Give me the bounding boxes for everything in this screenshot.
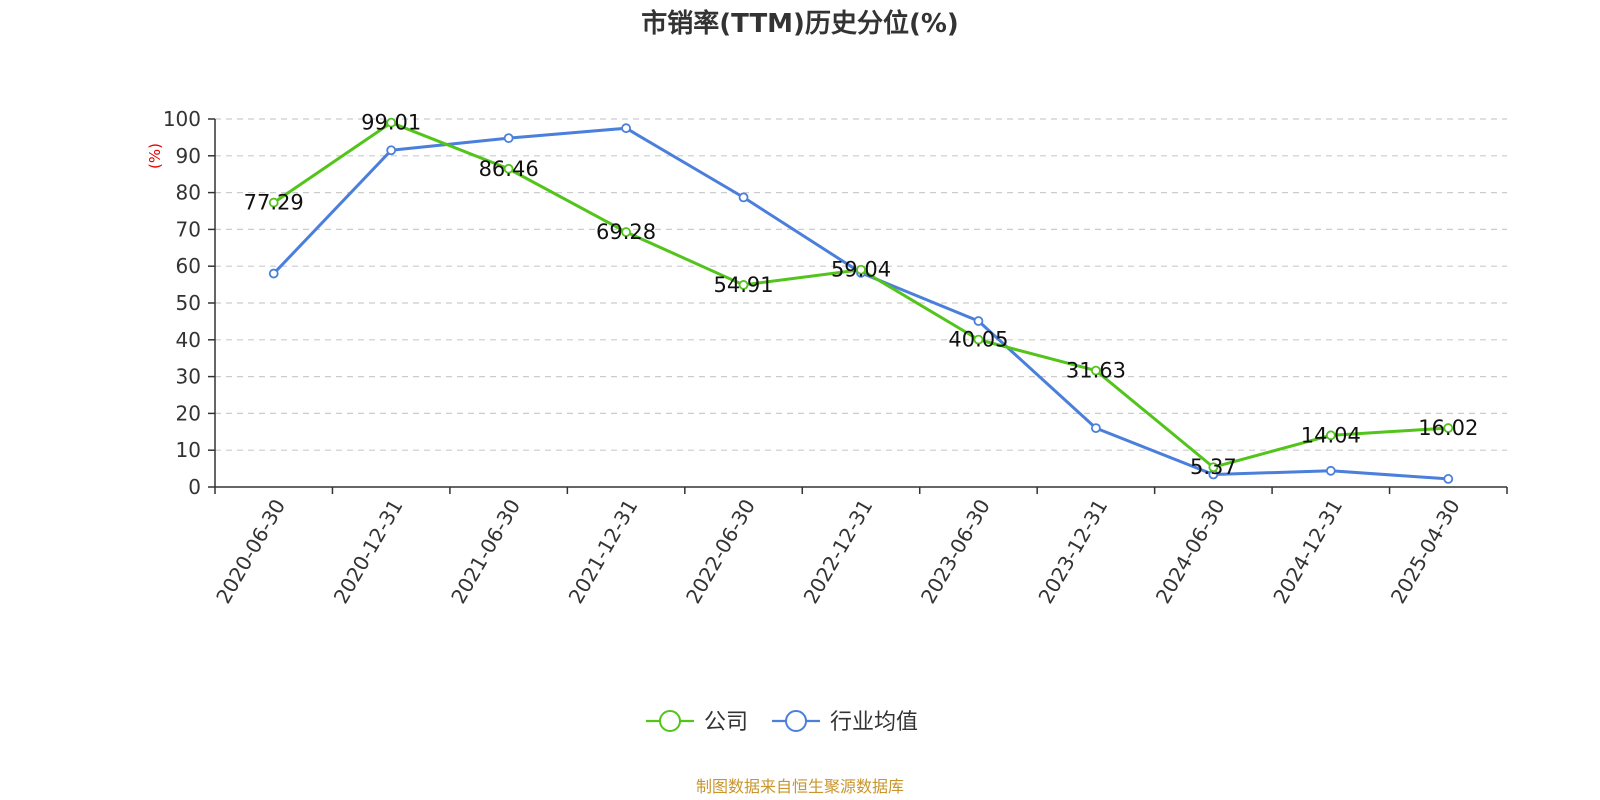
data-point: [1091, 423, 1101, 434]
legend-item[interactable]: 行业均值: [772, 710, 918, 735]
data-point: [268, 268, 279, 279]
y-tick-label: 10: [176, 438, 201, 462]
y-tick-label: 20: [176, 401, 201, 425]
data-point: [503, 163, 514, 174]
y-tick-label: 70: [176, 217, 201, 241]
series: [268, 117, 1454, 484]
x-tick-label: 2022-06-30: [681, 495, 760, 608]
x-tick-label: 2022-12-31: [798, 495, 877, 608]
data-label: 40.05: [948, 328, 1008, 352]
y-tick-label: 50: [176, 291, 201, 315]
data-label: 14.04: [1301, 423, 1361, 447]
x-tick-label: 2021-06-30: [446, 495, 525, 608]
y-tick-label: 0: [188, 475, 201, 499]
data-label: 16.02: [1418, 416, 1478, 440]
legend-item[interactable]: 公司: [646, 710, 748, 735]
data-point: [503, 133, 514, 144]
x-tick-label: 2020-06-30: [211, 495, 290, 608]
series-line: [272, 121, 1449, 469]
x-tick-label: 2024-06-30: [1151, 495, 1230, 608]
legend: 公司 行业均值: [646, 710, 918, 735]
grid: [215, 118, 1507, 451]
data-point: [1325, 430, 1336, 441]
y-axis-label: (%): [146, 143, 164, 169]
data-label: 31.63: [1066, 359, 1126, 383]
data-label: 77.29: [244, 191, 304, 215]
data-point: [386, 145, 397, 156]
data-point: [621, 227, 631, 237]
y-tick-label: 40: [176, 328, 201, 352]
x-tick-label: 2020-12-31: [329, 495, 408, 608]
y-tick-label: 100: [163, 107, 201, 131]
x-tick-label: 2024-12-31: [1268, 495, 1347, 608]
x-tick-label: 2023-06-30: [916, 495, 995, 608]
source-note: 制图数据来自恒生聚源数据库: [696, 777, 904, 796]
legend-marker: [659, 710, 681, 732]
data-point: [856, 264, 866, 275]
x-tick-label: 2023-12-31: [1033, 495, 1112, 608]
data-point: [1091, 365, 1101, 376]
data-point: [738, 280, 749, 290]
y-tick-label: 30: [176, 365, 201, 389]
data-point: [1443, 474, 1454, 484]
y-tick-label: 90: [176, 144, 201, 168]
data-label: 69.28: [596, 220, 656, 244]
data-point: [621, 123, 631, 134]
chart-title: 市销率(TTM)历史分位(%): [641, 8, 959, 39]
data-label: 86.46: [479, 157, 539, 181]
data-label: 5.37: [1190, 455, 1237, 479]
data-point: [973, 316, 984, 326]
data-point: [386, 117, 397, 128]
legend-label: 行业均值: [830, 710, 918, 735]
data-point: [738, 192, 749, 203]
data-labels: 77.29 99.01 86.46 69.28 54.91 59.04 40.05 31.63…: [244, 111, 1479, 480]
legend-marker: [785, 710, 808, 732]
data-point: [1208, 462, 1219, 473]
axes: 0 10 20 30 40 50 60 70 80 90 100 2020-06-30 2020-12-…: [163, 107, 1508, 608]
data-label: 59.04: [831, 258, 891, 282]
data-point: [1325, 465, 1336, 476]
data-point: [1443, 423, 1454, 433]
x-tick-label: 2025-04-30: [1386, 495, 1465, 608]
data-point: [973, 334, 984, 345]
x-tick-label: 2021-12-31: [564, 495, 643, 608]
data-label: 99.01: [361, 111, 421, 135]
y-tick-label: 60: [176, 254, 201, 278]
data-label: 54.91: [713, 273, 773, 297]
y-tick-label: 80: [176, 181, 201, 205]
legend-label: 公司: [704, 710, 748, 735]
data-point: [268, 197, 279, 208]
